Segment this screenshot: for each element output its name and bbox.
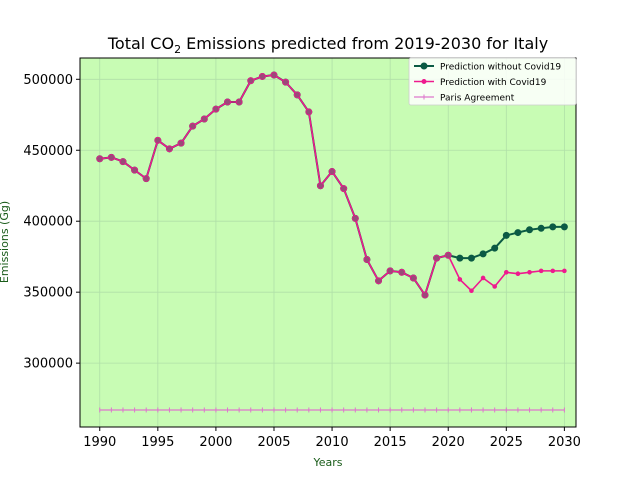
data-point — [270, 71, 278, 79]
data-point — [293, 91, 301, 99]
data-point — [456, 254, 464, 262]
legend-item: Prediction with Covid19 — [414, 78, 547, 88]
data-point — [282, 78, 290, 86]
legend-label: Prediction without Covid19 — [440, 63, 561, 73]
data-point — [247, 77, 255, 85]
data-point — [398, 268, 406, 276]
legend-marker — [421, 79, 427, 84]
y-tick-label: 400000 — [23, 215, 73, 230]
data-point — [200, 115, 208, 123]
legend-item: Prediction without Covid19 — [414, 62, 561, 73]
data-point — [562, 268, 567, 274]
data-point — [189, 122, 197, 130]
x-tick-label: 1990 — [83, 435, 116, 450]
data-point — [502, 231, 510, 239]
data-point — [409, 274, 417, 282]
x-tick-label: 2030 — [548, 435, 581, 450]
data-point — [421, 291, 429, 299]
data-point — [177, 139, 185, 147]
plot-frame — [79, 57, 577, 428]
historical-points — [96, 71, 452, 299]
data-point — [491, 244, 499, 252]
data-point — [166, 145, 173, 153]
data-point — [96, 155, 104, 163]
data-point — [504, 270, 509, 275]
x-tick-label: 2015 — [374, 435, 407, 450]
series-3 — [99, 407, 565, 413]
data-point — [351, 214, 359, 222]
y-axis: 300000 350000 400000 450000 500000 — [23, 73, 80, 372]
plot-area — [80, 58, 576, 427]
legend-item: Paris Agreement — [414, 94, 515, 104]
data-point — [560, 223, 568, 231]
data-point — [550, 268, 556, 274]
data-point — [386, 267, 394, 275]
grid-lines — [80, 58, 576, 427]
data-point — [457, 277, 463, 282]
data-point — [375, 277, 382, 285]
data-point — [479, 250, 487, 258]
data-point — [235, 98, 243, 106]
y-tick-label: 450000 — [23, 144, 73, 159]
x-tick-label: 2005 — [257, 435, 290, 450]
data-point — [107, 153, 115, 161]
data-point — [305, 108, 313, 116]
data-point — [328, 168, 336, 175]
data-point — [258, 73, 266, 80]
y-tick-label: 500000 — [23, 73, 73, 88]
data-point — [537, 224, 545, 232]
x-tick-label: 1995 — [141, 435, 174, 450]
data-point — [538, 268, 544, 274]
data-point — [131, 166, 138, 174]
data-point — [514, 229, 522, 237]
legend: Prediction without Covid19 Prediction wit… — [408, 57, 577, 106]
y-tick-label: 300000 — [23, 357, 73, 372]
data-point — [142, 175, 150, 183]
series-layer — [96, 71, 568, 413]
chart-title: Total CO2 Emissions predicted from 2019-… — [107, 34, 548, 56]
x-tick-label: 2020 — [432, 435, 465, 450]
x-tick-label: 2000 — [199, 435, 232, 450]
data-point — [515, 271, 521, 277]
legend-box — [408, 57, 577, 106]
legend-label: Prediction with Covid19 — [440, 78, 547, 88]
data-point — [549, 223, 557, 231]
data-point — [212, 105, 220, 113]
data-point — [467, 254, 475, 262]
x-axis: 1990 1995 2000 2005 2010 2015 2020 2025 2030 — [83, 427, 581, 450]
data-point — [119, 158, 127, 166]
legend-marker — [420, 62, 428, 70]
data-point — [526, 226, 534, 234]
data-point — [469, 288, 474, 294]
x-axis-label: Years — [312, 456, 342, 469]
data-point — [224, 98, 231, 106]
data-point — [363, 256, 371, 263]
data-point — [444, 251, 452, 259]
y-axis-label: Emissions (Gg) — [0, 201, 11, 283]
data-point — [492, 284, 497, 289]
data-point — [527, 270, 532, 275]
data-point — [340, 185, 348, 192]
legend-label: Paris Agreement — [440, 94, 515, 104]
x-tick-label: 2010 — [316, 435, 349, 450]
y-tick-label: 350000 — [23, 286, 73, 301]
data-point — [154, 136, 162, 144]
data-point — [480, 275, 486, 281]
data-point — [433, 254, 441, 262]
data-point — [317, 182, 324, 190]
x-tick-label: 2025 — [490, 435, 523, 450]
